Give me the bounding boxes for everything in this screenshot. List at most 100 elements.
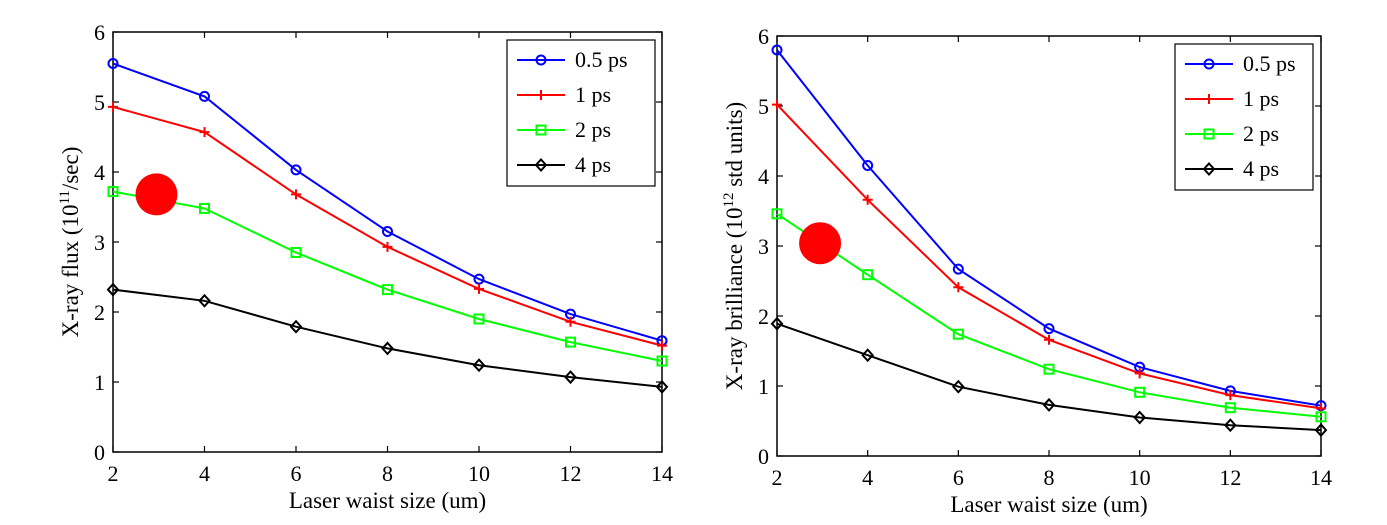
legend-label: 2 ps [575,117,611,142]
series-2ps [107,186,668,367]
data-point [1134,386,1146,398]
y-tick-label: 3 [758,234,769,259]
data-point [565,336,576,348]
y-tick-label: 0 [758,444,769,469]
data-point [657,340,667,351]
x-tick-label: 6 [291,461,302,486]
data-point [771,208,783,220]
x-tick-label: 10 [1129,465,1151,490]
x-tick-label: 10 [468,461,490,486]
data-point [382,241,393,252]
y-tick-label: 6 [94,20,105,45]
y-tick-label: 3 [94,230,105,255]
data-point [289,319,303,334]
data-point [382,226,393,237]
data-point [474,283,484,294]
x-tick-label: 2 [772,465,783,490]
data-point [198,293,211,308]
data-point [861,348,875,363]
y-tick-label: 2 [758,304,769,329]
legend-marker [1202,162,1216,176]
data-point [199,90,210,102]
x-tick-label: 8 [382,461,393,486]
data-point [565,316,576,327]
x-tick-label: 14 [1310,465,1332,490]
data-point [1134,368,1145,379]
y-tick-label: 6 [758,24,769,49]
x-tick-label: 12 [1219,465,1241,490]
series-line [112,190,663,362]
data-point [108,101,118,112]
y-axis-title-main: X-ray flux (10 [58,205,83,338]
data-point [1044,334,1054,345]
legend-box [506,39,656,187]
legend-box [1174,43,1314,191]
data-point [382,284,393,296]
x-tick-label: 6 [953,465,964,490]
legend-label: 2 ps [1243,121,1279,146]
legend-label: 1 ps [575,82,611,107]
legend-label: 0.5 ps [575,47,628,72]
y-tick-label: 1 [758,374,769,399]
y-axis-title-unit: /sec) [58,147,83,190]
legend-label: 1 ps [1243,86,1279,111]
data-point [1225,390,1236,401]
data-point [1314,423,1328,438]
data-point [771,44,783,56]
y-axis-title-unit: std units) [722,102,747,193]
y-tick-label: 5 [94,90,105,115]
data-point [473,273,485,285]
y-axis-title-exponent: 11 [57,190,73,204]
y-axis-title-exponent: 12 [721,193,737,208]
x-tick-label: 14 [651,461,673,486]
data-point [862,194,873,205]
legend-marker [1203,128,1215,140]
data-point [1224,402,1236,414]
annotation-red-dot [799,222,842,265]
series-4ps [770,316,1328,438]
series-4ps [106,282,669,394]
legend: 0.5 ps 1 ps 2 ps 4 ps [1174,43,1314,191]
data-point [952,263,964,275]
legend-marker [535,124,547,136]
y-axis-title: X-ray flux (1011/sec) [57,147,83,338]
legend-label: 0.5 ps [1243,51,1296,76]
x-tick-label: 4 [862,465,873,490]
annotation-red-dot [135,173,178,216]
legend-label: 4 ps [575,152,611,177]
data-point [381,341,394,356]
series-line [112,288,663,388]
y-tick-label: 5 [758,94,769,119]
y-tick-label: 0 [94,440,105,465]
data-point [862,269,874,281]
data-point [199,127,210,138]
data-point [106,282,120,297]
data-point [656,355,668,367]
series-1ps [108,101,667,351]
y-tick-label: 2 [94,300,105,325]
y-tick-label: 4 [758,164,769,189]
data-point [1315,411,1327,423]
legend: 0.5 ps 1 ps 2 ps 4 ps [506,39,656,187]
x-tick-label: 4 [199,461,210,486]
data-point [655,379,669,394]
series-1ps [772,99,1326,414]
data-point [291,189,301,200]
y-tick-label: 1 [94,370,105,395]
x-axis-title: Laser waist size (um) [289,488,486,513]
legend-marker [536,90,546,100]
data-point [953,282,964,293]
data-point [1133,410,1147,425]
data-point [770,316,784,331]
data-point [290,247,302,258]
data-point [473,313,485,325]
data-point [107,186,119,198]
legend-marker [535,54,547,66]
series-line [776,322,1322,432]
data-point [952,328,964,340]
y-tick-label: 4 [94,160,105,185]
series-0_5ps [107,58,668,347]
data-point [107,58,119,69]
